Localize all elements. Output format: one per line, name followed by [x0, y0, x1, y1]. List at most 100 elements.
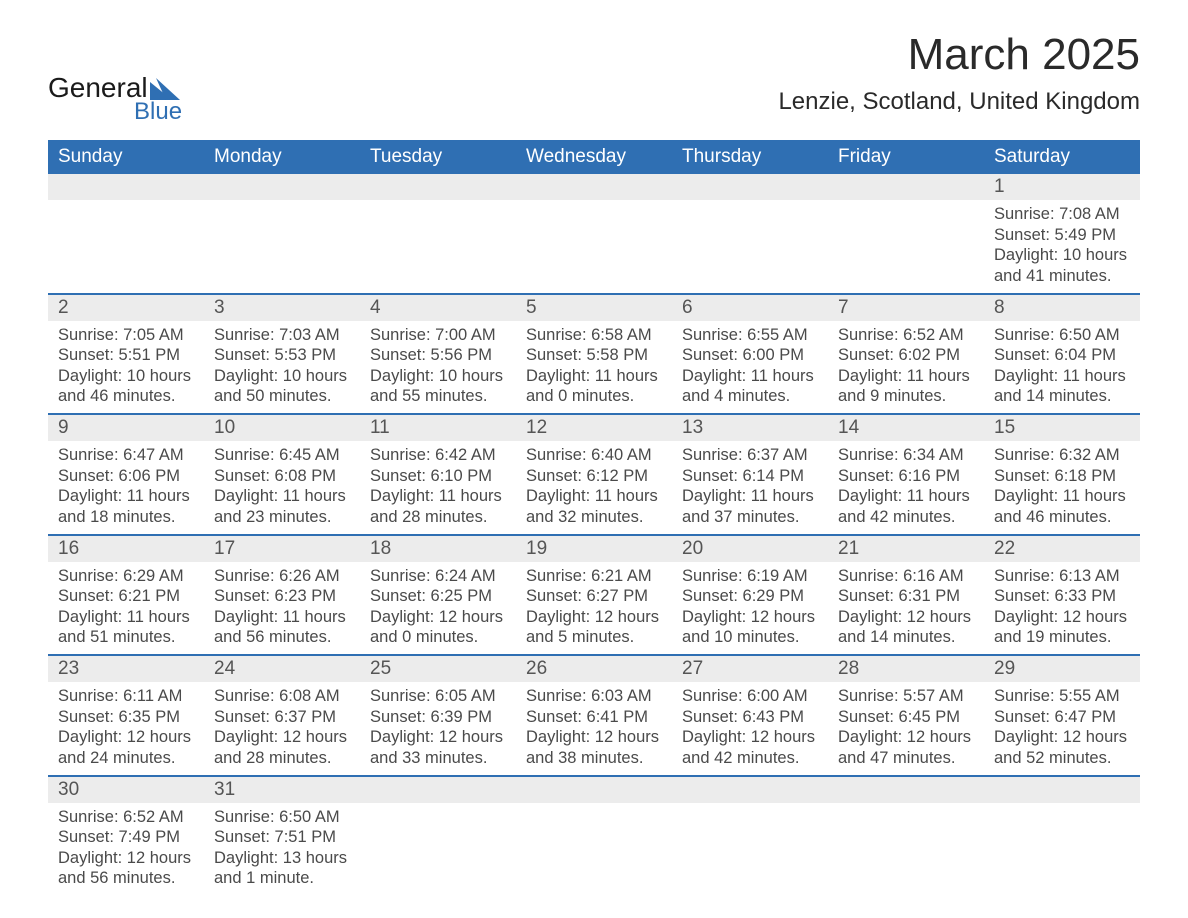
day-line: Sunrise: 6:13 AM [994, 566, 1130, 587]
day-line: and 4 minutes. [682, 386, 818, 407]
day-line: and 23 minutes. [214, 507, 350, 528]
day-line: Daylight: 11 hours [58, 486, 194, 507]
day-cell: Sunrise: 6:52 AMSunset: 7:49 PMDaylight:… [48, 803, 204, 896]
calendar-header-cell: Thursday [672, 140, 828, 174]
day-number: 23 [48, 656, 204, 682]
day-line: and 24 minutes. [58, 748, 194, 769]
day-line: Sunset: 6:12 PM [526, 466, 662, 487]
day-line: and 0 minutes. [526, 386, 662, 407]
day-line: Sunset: 6:41 PM [526, 707, 662, 728]
day-line: Sunset: 6:18 PM [994, 466, 1130, 487]
day-line: Daylight: 12 hours [682, 607, 818, 628]
day-line: Daylight: 11 hours [838, 486, 974, 507]
day-line: Sunset: 6:33 PM [994, 586, 1130, 607]
day-cell: Sunrise: 6:32 AMSunset: 6:18 PMDaylight:… [984, 441, 1140, 534]
day-line: Sunset: 6:21 PM [58, 586, 194, 607]
day-line: Sunset: 6:31 PM [838, 586, 974, 607]
day-line: Sunrise: 6:29 AM [58, 566, 194, 587]
day-cell [672, 803, 828, 896]
day-number: 6 [672, 295, 828, 321]
day-line: Sunrise: 6:34 AM [838, 445, 974, 466]
day-line: Sunrise: 7:00 AM [370, 325, 506, 346]
day-cell [672, 200, 828, 293]
day-line: Sunrise: 6:45 AM [214, 445, 350, 466]
calendar-body: 1 Sunrise: 7:08 AMSunset: 5:49 PM Daylight… [48, 174, 1140, 895]
calendar-header-cell: Wednesday [516, 140, 672, 174]
day-line: and 37 minutes. [682, 507, 818, 528]
day-cell: Sunrise: 6:26 AMSunset: 6:23 PMDaylight:… [204, 562, 360, 655]
day-number: 1 [984, 174, 1140, 200]
day-line: Sunrise: 7:08 AM [994, 204, 1130, 225]
day-number [828, 174, 984, 200]
day-line: Daylight: 12 hours [682, 727, 818, 748]
day-number: 11 [360, 415, 516, 441]
calendar-week: 1Sunrise: 7:08 AMSunset: 5:49 PMDaylight… [48, 174, 1140, 295]
day-number: 12 [516, 415, 672, 441]
day-line: Daylight: 11 hours [526, 366, 662, 387]
day-line: Sunrise: 6:00 AM [682, 686, 818, 707]
day-number: 29 [984, 656, 1140, 682]
day-number: 13 [672, 415, 828, 441]
day-line: and 41 minutes. [994, 266, 1130, 287]
day-cell [984, 803, 1140, 896]
day-cell: Sunrise: 6:16 AMSunset: 6:31 PMDaylight:… [828, 562, 984, 655]
day-number: 5 [516, 295, 672, 321]
day-line: Sunset: 5:58 PM [526, 345, 662, 366]
day-line: and 32 minutes. [526, 507, 662, 528]
day-line: Sunrise: 6:50 AM [214, 807, 350, 828]
day-cell [828, 200, 984, 293]
day-line: Sunrise: 5:55 AM [994, 686, 1130, 707]
calendar-header-cell: Tuesday [360, 140, 516, 174]
day-number [828, 777, 984, 803]
day-line: Sunset: 6:14 PM [682, 466, 818, 487]
day-line: Sunset: 6:23 PM [214, 586, 350, 607]
day-line: Sunset: 6:04 PM [994, 345, 1130, 366]
day-line: Sunrise: 7:03 AM [214, 325, 350, 346]
day-line: and 46 minutes. [994, 507, 1130, 528]
day-line: Daylight: 12 hours [58, 848, 194, 869]
day-line: Sunset: 6:02 PM [838, 345, 974, 366]
day-line: Sunset: 6:27 PM [526, 586, 662, 607]
day-cell: Sunrise: 6:58 AMSunset: 5:58 PMDaylight:… [516, 321, 672, 414]
day-line: Sunrise: 6:55 AM [682, 325, 818, 346]
day-number: 24 [204, 656, 360, 682]
day-number: 25 [360, 656, 516, 682]
day-line: Daylight: 11 hours [994, 366, 1130, 387]
calendar-week: 2345678Sunrise: 7:05 AMSunset: 5:51 PMDa… [48, 295, 1140, 416]
logo-text-blue: Blue [134, 98, 182, 126]
day-cell: Sunrise: 6:13 AMSunset: 6:33 PMDaylight:… [984, 562, 1140, 655]
daynum-row: 23242526272829 [48, 656, 1140, 682]
day-cell [516, 803, 672, 896]
day-cell: Sunrise: 5:57 AMSunset: 6:45 PMDaylight:… [828, 682, 984, 775]
day-line: Daylight: 11 hours [214, 607, 350, 628]
day-number: 28 [828, 656, 984, 682]
logo-triangle-icon [150, 78, 180, 100]
day-cell: Sunrise: 6:21 AMSunset: 6:27 PMDaylight:… [516, 562, 672, 655]
logo: General Blue [48, 72, 182, 126]
day-line: Daylight: 12 hours [994, 607, 1130, 628]
day-line: Sunrise: 6:24 AM [370, 566, 506, 587]
daynum-row: 2345678 [48, 295, 1140, 321]
day-line: and 19 minutes. [994, 627, 1130, 648]
day-line: Daylight: 12 hours [370, 607, 506, 628]
day-cell: Sunrise: 6:47 AMSunset: 6:06 PMDaylight:… [48, 441, 204, 534]
day-cell: Sunrise: 6:34 AMSunset: 6:16 PMDaylight:… [828, 441, 984, 534]
day-line: Sunset: 6:37 PM [214, 707, 350, 728]
calendar: SundayMondayTuesdayWednesdayThursdayFrid… [48, 140, 1140, 895]
day-number: 7 [828, 295, 984, 321]
day-line: and 47 minutes. [838, 748, 974, 769]
day-line: Daylight: 10 hours [370, 366, 506, 387]
calendar-header-cell: Monday [204, 140, 360, 174]
day-cell [360, 200, 516, 293]
day-line: Sunrise: 6:40 AM [526, 445, 662, 466]
day-number: 4 [360, 295, 516, 321]
day-cell [204, 200, 360, 293]
day-line: Sunset: 7:51 PM [214, 827, 350, 848]
day-line: Sunset: 6:35 PM [58, 707, 194, 728]
daynum-row: 16171819202122 [48, 536, 1140, 562]
day-line: Daylight: 10 hours [58, 366, 194, 387]
day-line: Sunset: 5:49 PM [994, 225, 1130, 246]
day-number: 27 [672, 656, 828, 682]
day-number: 10 [204, 415, 360, 441]
day-line: Sunset: 6:29 PM [682, 586, 818, 607]
